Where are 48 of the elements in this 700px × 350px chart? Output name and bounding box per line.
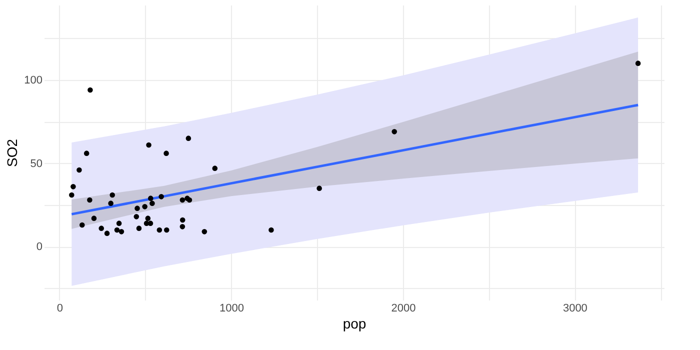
point (118, 229, 124, 234)
point (150, 200, 155, 206)
point (116, 220, 122, 226)
point (186, 136, 192, 141)
point (148, 196, 154, 201)
point (91, 216, 97, 221)
point (70, 184, 76, 190)
point (76, 167, 82, 173)
point (110, 192, 115, 198)
point (145, 216, 151, 221)
point (98, 226, 104, 231)
point (186, 197, 192, 203)
y-axis-title: SO2 (4, 138, 20, 168)
point (108, 200, 114, 206)
point (158, 194, 164, 200)
point (202, 229, 208, 234)
point (88, 87, 93, 93)
point (635, 60, 641, 66)
point (392, 129, 398, 134)
x-axis-title: pop (342, 316, 366, 332)
point (104, 230, 110, 236)
point (114, 227, 120, 233)
x-tick-label: 2000 (391, 302, 416, 314)
point (164, 227, 170, 233)
point (142, 204, 148, 210)
point (134, 206, 140, 211)
y-tick-label: 100 (24, 74, 42, 86)
point (180, 197, 186, 203)
point (146, 142, 152, 148)
x-tick-label: 3000 (562, 302, 588, 314)
point (136, 226, 142, 231)
point (156, 227, 162, 233)
point (268, 227, 274, 233)
point (164, 150, 169, 156)
point (180, 224, 186, 230)
point (212, 166, 218, 171)
point (79, 222, 85, 228)
line-series (70, 104, 640, 216)
y-tick-label: 0 (36, 241, 42, 254)
point (180, 217, 186, 223)
point (134, 214, 140, 220)
x-tick-label: 1000 (219, 302, 244, 314)
x-tick-label: 0 (56, 302, 64, 314)
point (87, 197, 92, 203)
point (84, 150, 90, 156)
point (69, 192, 74, 198)
point (316, 186, 322, 191)
y-tick-label: 50 (30, 158, 42, 170)
